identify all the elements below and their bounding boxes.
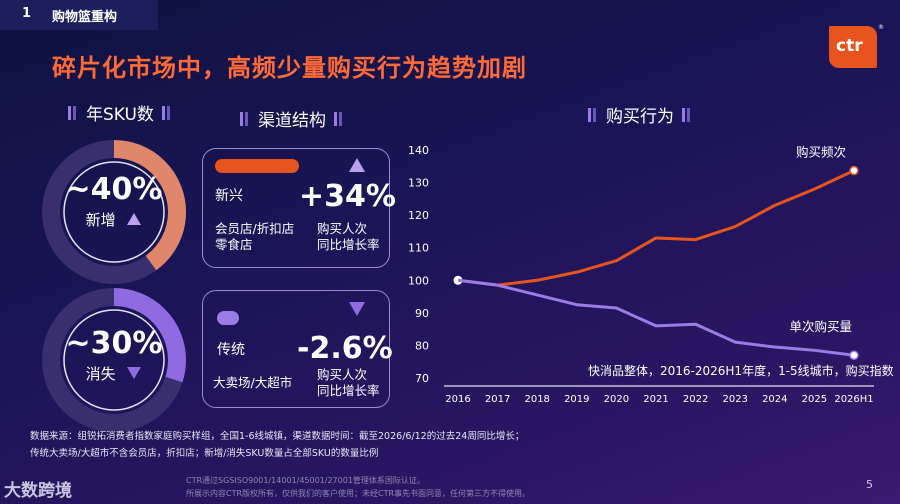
x-tick-label: 2021 [643, 394, 668, 405]
triangle-up-icon [127, 213, 142, 225]
footer-line-2: 传统大卖场/大超市不含会员店，折扣店；新增/消失SKU数量占全部SKU的数量比例 [30, 448, 379, 459]
series-label: 购买频次 [796, 145, 846, 160]
section-title: 购物篮重构 [52, 10, 118, 25]
purchase-behavior-chart: 70 80 90 100 110 120 130 140 2016 2017 2018 2019 202… [408, 144, 874, 405]
ring-new-label: 新增 [85, 211, 116, 229]
series-end-point [849, 350, 859, 360]
section-header: 1 购物篮重构 [0, 0, 158, 30]
x-tick-label: 2024 [762, 394, 787, 405]
emerging-stores: 会员店/折扣店 零食店 [215, 221, 295, 252]
bars-icon [161, 103, 172, 123]
x-tick-label: 2018 [524, 394, 549, 405]
x-tick-label: 2017 [485, 394, 510, 405]
card-traditional-channel: 传统 -2.6% 大卖场/大超市 购买人次 同比增长率 [202, 290, 393, 408]
ctr-logo: ctr ® [829, 24, 884, 68]
footer-legal: CTR通过SGSISO9001/14001/45001/27001管理体系国际认… [186, 474, 530, 500]
emerging-label: 新兴 [215, 188, 243, 204]
bars-icon [240, 109, 250, 129]
series-label: 单次购买量 [789, 319, 852, 334]
triangle-up-icon [349, 158, 365, 172]
behavior-section-label: 购买行为 [588, 102, 692, 127]
series-end-point [849, 165, 859, 176]
y-tick-label: 140 [408, 144, 429, 157]
series-line-1 [457, 278, 855, 357]
y-tick-label: 100 [408, 274, 429, 287]
ring-lost-text: ~30% 消失 [38, 326, 190, 384]
ring-lost-label: 消失 [85, 365, 116, 383]
x-tick-label: 2025 [802, 394, 827, 405]
traditional-label: 传统 [217, 342, 245, 358]
y-tick-label: 70 [415, 372, 429, 385]
footer-legal-1: CTR通过SGSISO9001/14001/45001/27001管理体系国际认… [186, 476, 425, 485]
traditional-metric: 购买人次 同比增长率 [317, 367, 380, 398]
y-tick-label: 130 [408, 177, 429, 190]
section-number: 1 [22, 6, 32, 21]
bars-icon [588, 105, 598, 125]
x-tick-label: 2023 [722, 394, 747, 405]
x-tick-label: 2019 [564, 394, 589, 405]
y-tick-label: 120 [408, 209, 429, 222]
footer-line-1: 数据来源：组锐拓消费者指数家庭购买样组，全国1-6线城镇，渠道数据时间：截至20… [30, 431, 525, 442]
y-tick-label: 110 [408, 242, 429, 255]
y-tick-label: 80 [415, 339, 429, 352]
x-tick-label: 2020 [604, 394, 629, 405]
traditional-stores: 大卖场/大超市 [213, 375, 293, 390]
bars-icon [682, 105, 692, 125]
card-emerging-channel: 新兴 +34% 会员店/折扣店 零食店 购买人次 同比增长率 [202, 148, 396, 268]
brand-watermark: 大数跨境 [4, 481, 72, 501]
ring-new-value: ~40% [65, 172, 163, 207]
triangle-down-icon [349, 302, 365, 316]
traditional-pct: -2.6% [297, 331, 393, 366]
x-tick-label: 2022 [683, 394, 708, 405]
ring-new-text: ~40% 新增 [38, 172, 190, 230]
ring-new-sku [42, 140, 186, 284]
footer-source: 数据来源：组锐拓消费者指数家庭购买样组，全国1-6线城镇，渠道数据时间：截至20… [30, 428, 524, 462]
y-tick-label: 90 [415, 307, 429, 320]
sku-section-label: 年SKU数 [68, 100, 172, 125]
pill-traditional [217, 311, 239, 325]
x-tick-label: 2026H1 [834, 394, 873, 405]
channel-section-label: 渠道结构 [240, 106, 344, 131]
ring-lost-value: ~30% [65, 326, 163, 361]
pill-emerging [215, 159, 299, 173]
bars-icon [334, 109, 344, 129]
page-number: 5 [866, 478, 873, 491]
ring-lost-sku [42, 288, 186, 432]
chart-note: 快消品整体，2016-2026H1年度，1-5线城市，购买指数 [588, 364, 894, 378]
series-line-0 [457, 169, 855, 287]
page-title: 碎片化市场中，高频少量购买行为趋势加剧 [52, 54, 527, 82]
bars-icon [68, 103, 78, 123]
footer-legal-2: 所展示内容CTR版权所有，仅供我们的客户使用；未经CTR事先书面同意，任何第三方… [186, 489, 531, 498]
triangle-down-icon [127, 367, 142, 379]
x-tick-label: 2016 [445, 394, 470, 405]
emerging-metric: 购买人次 同比增长率 [317, 221, 380, 252]
emerging-pct: +34% [299, 179, 396, 214]
